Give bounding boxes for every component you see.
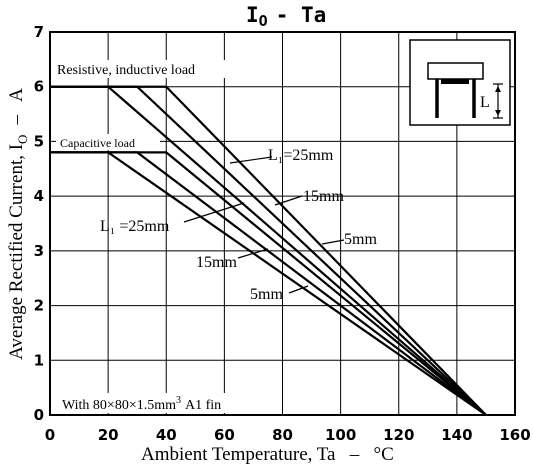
fin-note-bg bbox=[56, 393, 240, 413]
resistive-label-bg bbox=[53, 60, 243, 78]
chart-title: IO - Ta bbox=[246, 3, 326, 30]
capacitive-label-bg bbox=[56, 134, 160, 150]
y-tick-label: 3 bbox=[34, 242, 44, 260]
x-tick-label: 20 bbox=[98, 426, 119, 444]
plot-frame bbox=[49, 31, 516, 416]
x-axis-ticks: 0 20 40 60 80 100 120 140 160 bbox=[45, 426, 531, 444]
inset-length-label: L bbox=[480, 94, 490, 111]
y-tick-label: 0 bbox=[34, 406, 44, 424]
x-tick-label: 160 bbox=[499, 426, 530, 444]
series-line-2 bbox=[50, 85, 487, 416]
y-axis-label: Average Rectified Current, IO – A bbox=[6, 88, 30, 360]
y-label-rest: – A bbox=[6, 88, 27, 126]
x-axis-label: Ambient Temperature, Ta – °C bbox=[141, 444, 394, 465]
fin-note-rest: A1 fin bbox=[185, 398, 221, 413]
series-lines bbox=[50, 85, 487, 416]
series-line-5 bbox=[50, 151, 487, 416]
inset-component-body bbox=[427, 62, 484, 80]
y-label-main: Average Rectified Current, I bbox=[6, 144, 27, 360]
x-tick-label: 40 bbox=[156, 426, 177, 444]
x-tick-label: 0 bbox=[45, 426, 55, 444]
title-main: I bbox=[246, 3, 259, 27]
y-axis-ticks: 0 1 2 3 4 5 6 7 bbox=[34, 23, 44, 424]
y-label-subscript: O bbox=[15, 135, 30, 144]
label-cap-15mm: 15mm bbox=[196, 254, 237, 271]
title-rest: - Ta bbox=[276, 3, 327, 27]
x-tick-label: 120 bbox=[383, 426, 414, 444]
fin-note-main: With 80×80×1.5mm bbox=[62, 398, 176, 413]
fin-note: With 80×80×1.5mm3 A1 fin bbox=[62, 395, 221, 413]
label-res-15mm: 15mm bbox=[303, 188, 344, 205]
label-leaders bbox=[183, 156, 345, 294]
title-subscript: O bbox=[259, 12, 268, 30]
capacitive-load-label: Capacitive load bbox=[60, 136, 135, 150]
x-tick-label: 140 bbox=[441, 426, 472, 444]
y-tick-label: 7 bbox=[34, 23, 44, 41]
lead-length-inset: L bbox=[409, 39, 511, 126]
y-tick-label: 4 bbox=[34, 187, 44, 205]
inset-component-base bbox=[441, 79, 469, 84]
label-res-5mm: 5mm bbox=[344, 231, 377, 248]
y-tick-label: 5 bbox=[34, 132, 44, 150]
label-cap-5mm: 5mm bbox=[250, 286, 283, 303]
label-cap-25mm: L₁ =25mm bbox=[100, 218, 170, 235]
fin-note-sup: 3 bbox=[176, 395, 181, 406]
y-tick-label: 6 bbox=[34, 78, 44, 96]
x-tick-label: 60 bbox=[214, 426, 235, 444]
resistive-load-label: Resistive, inductive load bbox=[57, 63, 195, 78]
y-tick-label: 1 bbox=[34, 351, 44, 369]
x-tick-label: 100 bbox=[325, 426, 356, 444]
label-res-25mm: L₁=25mm bbox=[268, 147, 334, 164]
y-tick-label: 2 bbox=[34, 297, 44, 315]
x-tick-label: 80 bbox=[272, 426, 293, 444]
